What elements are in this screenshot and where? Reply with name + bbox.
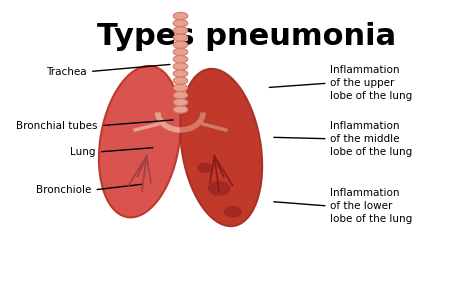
Ellipse shape: [173, 55, 188, 63]
Ellipse shape: [180, 69, 262, 226]
Text: Inflammation
of the middle
lobe of the lung: Inflammation of the middle lobe of the l…: [330, 121, 412, 157]
Circle shape: [224, 206, 242, 218]
Text: Types pneumonia: Types pneumonia: [97, 22, 396, 51]
Circle shape: [208, 181, 230, 196]
Ellipse shape: [173, 12, 188, 20]
Ellipse shape: [173, 84, 188, 91]
Ellipse shape: [173, 41, 188, 48]
Ellipse shape: [173, 48, 188, 56]
Text: Trachea: Trachea: [46, 66, 87, 76]
Ellipse shape: [173, 70, 188, 77]
Ellipse shape: [99, 66, 181, 217]
Ellipse shape: [173, 63, 188, 70]
Text: Bronchiole: Bronchiole: [36, 185, 91, 195]
Circle shape: [197, 163, 214, 173]
Ellipse shape: [173, 91, 188, 99]
Text: Lung: Lung: [70, 147, 96, 157]
Ellipse shape: [173, 77, 188, 84]
Ellipse shape: [173, 34, 188, 41]
Ellipse shape: [173, 106, 188, 113]
Text: Bronchial tubes: Bronchial tubes: [16, 121, 98, 131]
Ellipse shape: [173, 19, 188, 27]
Ellipse shape: [173, 27, 188, 34]
Text: Inflammation
of the upper
lobe of the lung: Inflammation of the upper lobe of the lu…: [330, 65, 412, 101]
Text: Inflammation
of the lower
lobe of the lung: Inflammation of the lower lobe of the lu…: [330, 188, 412, 224]
Ellipse shape: [173, 99, 188, 106]
